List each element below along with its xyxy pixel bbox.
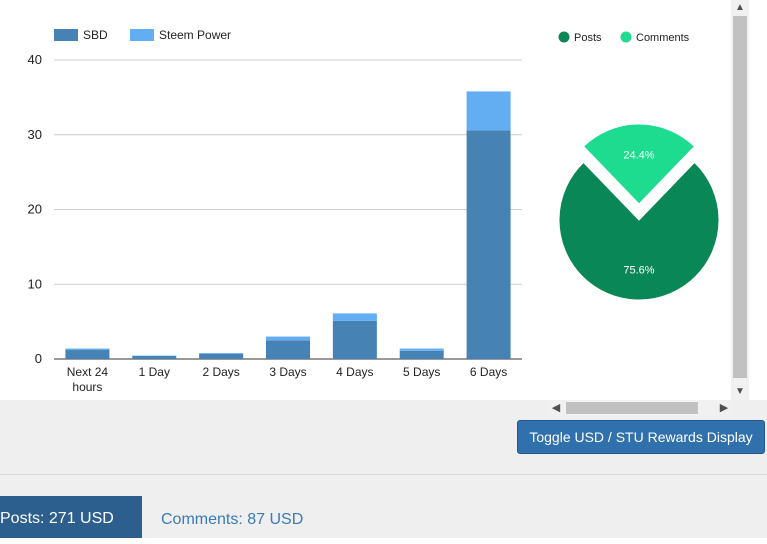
legend-swatch [54,29,78,41]
bar-sbd [132,356,176,359]
bar-sbd [467,130,511,359]
legend-marker [621,32,632,43]
x-tick-label: Next 24 [67,365,109,379]
x-tick-label: 2 Days [202,365,239,379]
legend-label: SBD [83,28,108,42]
scroll-right-icon[interactable]: ▶ [716,400,732,416]
x-tick-label: hours [72,380,102,394]
bar-sbd [199,354,243,359]
tab-comments[interactable]: Comments: 87 USD [161,496,303,538]
x-tick-label: 1 Day [139,365,170,379]
horizontal-scrollbar[interactable]: ◀ ▶ [548,400,732,416]
toggle-rewards-display-button[interactable]: Toggle USD / STU Rewards Display [517,420,765,454]
bar-steem-power [333,313,377,320]
vertical-scroll-thumb[interactable] [733,16,747,378]
y-tick-label: 0 [35,351,42,366]
pie-data-label: 24.4% [623,149,654,161]
legend-label: Posts [574,32,602,44]
scroll-up-icon[interactable]: ▲ [731,0,749,16]
bar-sbd [400,351,444,359]
y-tick-label: 40 [28,52,42,67]
bar-steem-power [65,349,109,350]
legend-label: Comments [636,32,690,44]
legend-label: Steem Power [159,28,231,42]
x-tick-label: 6 Days [470,365,507,379]
pie-chart: 75.6% 24.4% Posts Comments [540,0,730,400]
divider [0,474,767,475]
vertical-scrollbar[interactable]: ▲ ▼ [731,0,749,400]
scroll-down-icon[interactable]: ▼ [731,384,749,400]
y-tick-label: 20 [28,202,42,217]
x-tick-label: 4 Days [336,365,373,379]
bar-steem-power [400,349,444,351]
bar-steem-power [266,337,310,341]
legend-swatch [130,29,154,41]
scroll-left-icon[interactable]: ◀ [548,400,564,416]
legend-marker [559,32,570,43]
x-tick-label: 3 Days [269,365,306,379]
tab-posts[interactable]: Posts: 271 USD [0,496,142,538]
pie-data-label: 75.6% [623,265,654,277]
y-tick-label: 30 [28,127,42,142]
bar-steem-power [199,353,243,354]
bar-steem-power [467,91,511,130]
y-tick-label: 10 [28,276,42,291]
horizontal-scroll-thumb[interactable] [566,402,698,414]
x-tick-label: 5 Days [403,365,440,379]
bar-sbd [266,340,310,359]
bar-sbd [333,321,377,359]
bar-sbd [65,350,109,359]
